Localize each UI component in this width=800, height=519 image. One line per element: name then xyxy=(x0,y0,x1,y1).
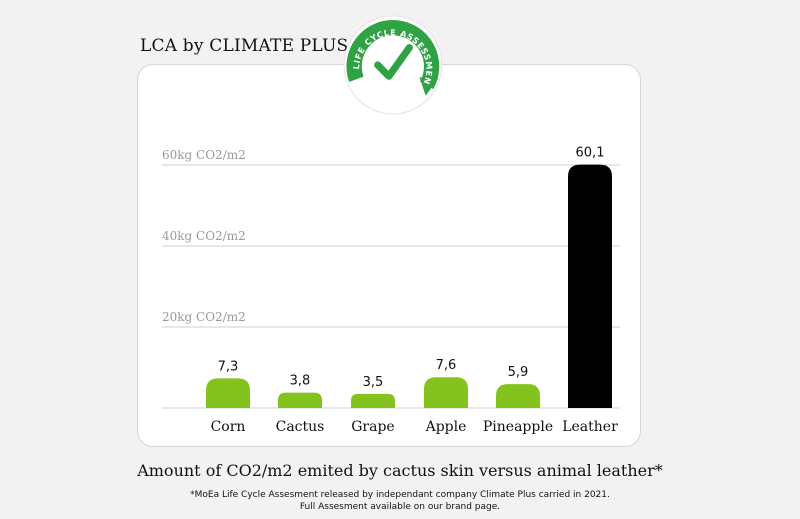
badge-ring xyxy=(346,20,440,90)
checkmark-icon xyxy=(374,44,413,80)
chart-caption: Amount of CO2/m2 emited by cactus skin v… xyxy=(137,461,663,480)
footnote-line-2: Full Assesment available on our brand pa… xyxy=(299,502,501,512)
gridline-label-20: 20kg CO2/m2 xyxy=(162,310,246,324)
value-label-pineapple: 5,9 xyxy=(508,365,529,380)
category-label-pineapple: Pineapple xyxy=(483,419,553,435)
gridline-label-60: 60kg CO2/m2 xyxy=(162,148,246,162)
bar-leather xyxy=(568,164,612,408)
value-label-grape: 3,5 xyxy=(363,375,384,390)
badge-arrow xyxy=(419,77,438,96)
bar-grape xyxy=(351,393,395,408)
value-label-leather: 60,1 xyxy=(576,146,605,161)
footnote-line-1: *MoEa Life Cycle Assesment released by i… xyxy=(190,490,610,500)
bar-apple xyxy=(424,377,468,408)
lca-badge: LIFE CYCLE ASSESSMENT LCA xyxy=(342,14,443,115)
badge-label: LCA xyxy=(378,94,400,105)
category-label-leather: Leather xyxy=(562,419,618,435)
category-label-apple: Apple xyxy=(425,419,467,435)
gridline-label-40: 40kg CO2/m2 xyxy=(162,229,246,243)
value-label-cactus: 3,8 xyxy=(290,374,311,389)
bar-corn xyxy=(206,378,250,408)
footnote: *MoEa Life Cycle Assesment released by i… xyxy=(0,489,800,513)
header-title: LCA by CLIMATE PLUS xyxy=(140,36,349,56)
bar-pineapple xyxy=(496,384,540,408)
category-label-cactus: Cactus xyxy=(276,419,325,435)
category-label-grape: Grape xyxy=(351,419,394,435)
category-label-corn: Corn xyxy=(211,419,246,435)
value-label-corn: 7,3 xyxy=(218,359,239,374)
bar-cactus xyxy=(278,392,322,408)
value-label-apple: 7,6 xyxy=(436,358,457,373)
